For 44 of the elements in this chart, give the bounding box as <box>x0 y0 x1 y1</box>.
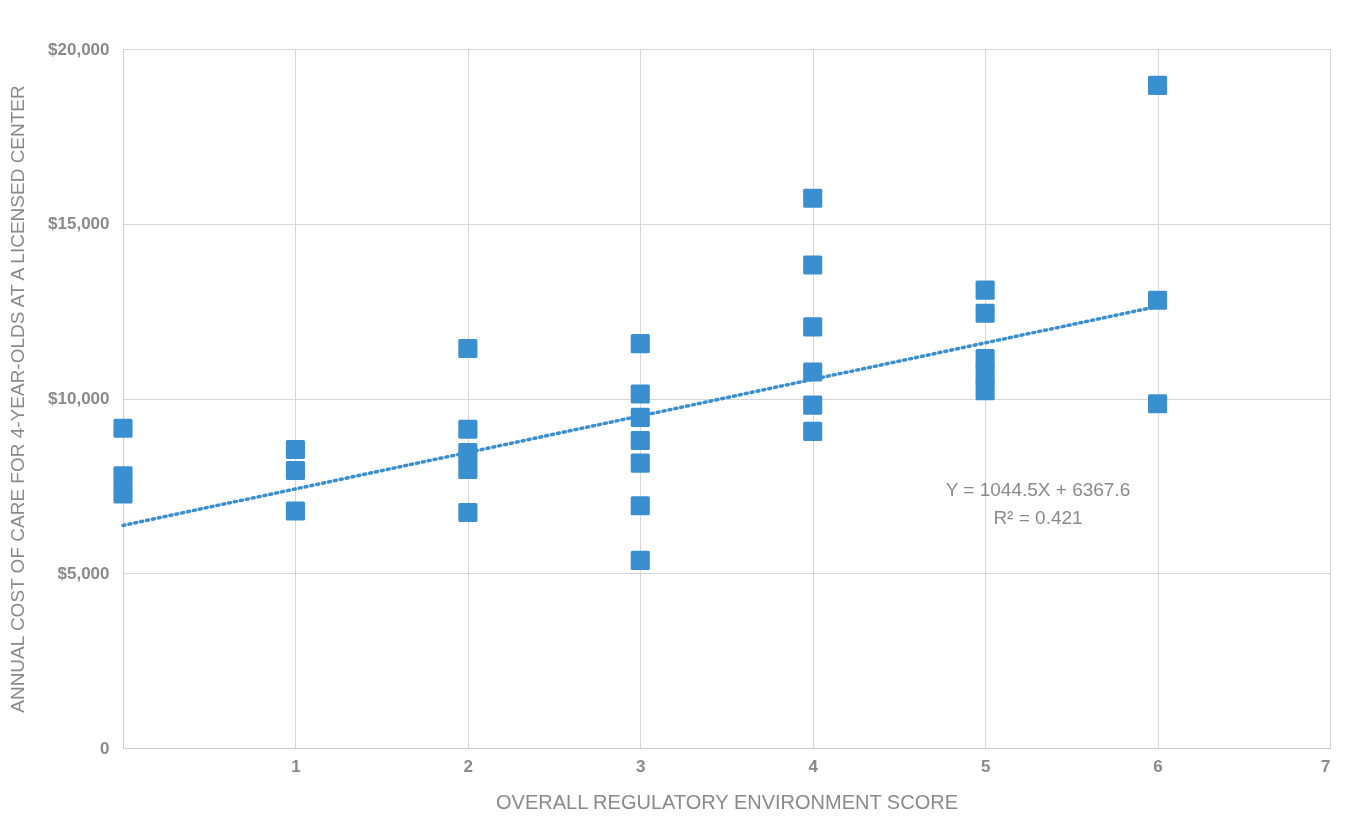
y-tick-label: $5,000 <box>57 563 110 583</box>
point <box>803 188 823 208</box>
point <box>803 362 823 382</box>
y-tick-label: 0 <box>100 738 110 758</box>
point <box>1148 394 1168 414</box>
point <box>1148 75 1168 95</box>
x-axis-title: OVERALL REGULATORY ENVIRONMENT SCORE <box>496 790 958 813</box>
y-tick-label: $15,000 <box>48 214 110 234</box>
annotation: R² = 0.421 <box>993 507 1083 528</box>
point <box>458 338 478 359</box>
point <box>803 395 823 415</box>
point <box>975 303 995 323</box>
x-tick-label: 6 <box>1153 756 1163 776</box>
point <box>803 421 823 441</box>
point <box>975 381 995 401</box>
point <box>630 550 650 570</box>
point <box>630 453 650 473</box>
x-tick-label: 7 <box>1321 756 1331 776</box>
point <box>113 466 133 486</box>
y-tick-label: $20,000 <box>48 39 110 59</box>
point <box>630 334 650 354</box>
x-tick-label: 4 <box>808 756 819 776</box>
y-tick-label: $10,000 <box>48 389 110 408</box>
point <box>458 419 478 439</box>
point <box>113 418 133 438</box>
point <box>630 496 650 516</box>
point <box>113 484 133 504</box>
point <box>285 439 305 460</box>
point <box>285 460 305 481</box>
point <box>630 430 650 450</box>
x-tick-label: 2 <box>463 756 474 776</box>
y-axis-title: ANNUAL COST OF CARE FOR 4-YEAR-OLDS AT A LICENSED CENTER <box>7 85 29 713</box>
point <box>803 317 823 337</box>
point <box>285 501 305 521</box>
point <box>458 502 478 522</box>
point <box>630 384 650 404</box>
x-tick-label: 5 <box>980 756 991 776</box>
point <box>1148 290 1168 310</box>
x-tick-label: 1 <box>291 756 301 776</box>
point <box>458 459 478 480</box>
point <box>803 255 823 275</box>
point <box>975 280 995 300</box>
x-tick-label: 3 <box>636 756 646 776</box>
annotation: Y = 1044.5X + 6367.6 <box>945 479 1131 500</box>
